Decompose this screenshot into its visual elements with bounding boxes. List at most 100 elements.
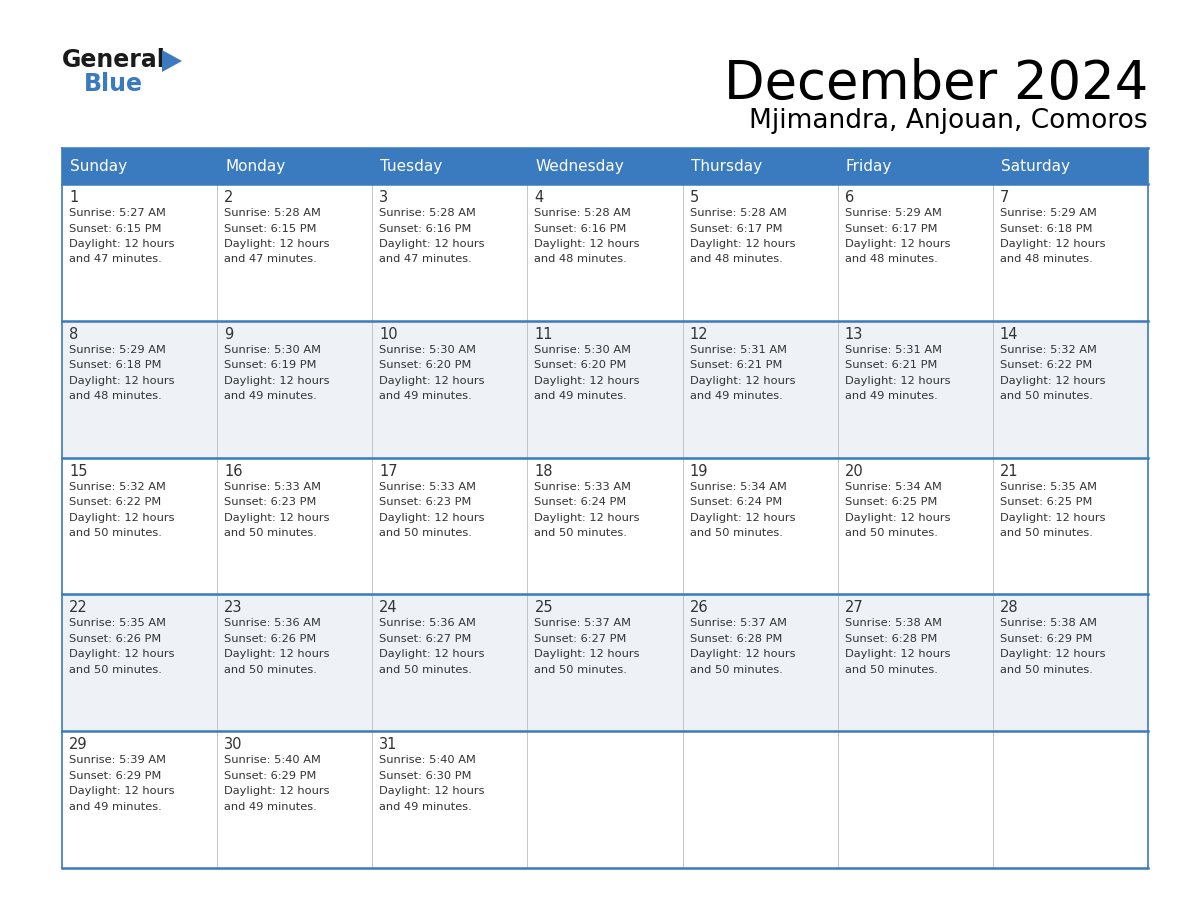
Text: and 50 minutes.: and 50 minutes. — [225, 665, 317, 675]
Text: Sunset: 6:18 PM: Sunset: 6:18 PM — [1000, 223, 1092, 233]
Text: Sunrise: 5:40 AM: Sunrise: 5:40 AM — [379, 756, 476, 766]
Bar — [62, 320, 1148, 457]
Text: and 48 minutes.: and 48 minutes. — [689, 254, 783, 264]
Text: Daylight: 12 hours: Daylight: 12 hours — [689, 239, 795, 249]
Text: and 49 minutes.: and 49 minutes. — [225, 391, 317, 401]
Text: and 50 minutes.: and 50 minutes. — [1000, 665, 1093, 675]
Text: Sunrise: 5:38 AM: Sunrise: 5:38 AM — [1000, 619, 1097, 629]
Text: Wednesday: Wednesday — [536, 159, 624, 174]
Text: 4: 4 — [535, 190, 544, 205]
Text: Sunrise: 5:27 AM: Sunrise: 5:27 AM — [69, 208, 166, 218]
Text: Saturday: Saturday — [1000, 159, 1070, 174]
Text: Daylight: 12 hours: Daylight: 12 hours — [1000, 649, 1105, 659]
Text: Sunrise: 5:34 AM: Sunrise: 5:34 AM — [689, 482, 786, 492]
Text: Sunrise: 5:37 AM: Sunrise: 5:37 AM — [689, 619, 786, 629]
Text: and 50 minutes.: and 50 minutes. — [535, 528, 627, 538]
Text: Daylight: 12 hours: Daylight: 12 hours — [379, 239, 485, 249]
Text: Sunday: Sunday — [70, 159, 127, 174]
Text: 19: 19 — [689, 464, 708, 478]
Text: and 50 minutes.: and 50 minutes. — [379, 665, 472, 675]
Text: Daylight: 12 hours: Daylight: 12 hours — [69, 375, 175, 386]
Text: Daylight: 12 hours: Daylight: 12 hours — [379, 375, 485, 386]
Text: Daylight: 12 hours: Daylight: 12 hours — [845, 649, 950, 659]
Text: and 50 minutes.: and 50 minutes. — [69, 665, 162, 675]
Text: 8: 8 — [69, 327, 78, 341]
Text: Sunset: 6:20 PM: Sunset: 6:20 PM — [379, 360, 472, 370]
Text: Sunset: 6:23 PM: Sunset: 6:23 PM — [225, 498, 316, 507]
Text: Monday: Monday — [226, 159, 285, 174]
Bar — [62, 184, 1148, 320]
Text: 29: 29 — [69, 737, 88, 752]
Text: Sunrise: 5:33 AM: Sunrise: 5:33 AM — [535, 482, 632, 492]
Text: and 47 minutes.: and 47 minutes. — [379, 254, 472, 264]
Bar — [527, 148, 683, 184]
Text: 21: 21 — [1000, 464, 1018, 478]
Text: Sunset: 6:28 PM: Sunset: 6:28 PM — [845, 634, 937, 644]
Text: Sunset: 6:30 PM: Sunset: 6:30 PM — [379, 771, 472, 780]
Text: and 49 minutes.: and 49 minutes. — [225, 801, 317, 812]
Text: 16: 16 — [225, 464, 242, 478]
Text: Sunrise: 5:30 AM: Sunrise: 5:30 AM — [535, 345, 632, 354]
Text: and 49 minutes.: and 49 minutes. — [69, 801, 162, 812]
Text: 3: 3 — [379, 190, 388, 205]
Bar — [217, 148, 372, 184]
Text: Sunrise: 5:35 AM: Sunrise: 5:35 AM — [1000, 482, 1097, 492]
Text: and 50 minutes.: and 50 minutes. — [689, 528, 783, 538]
Text: 17: 17 — [379, 464, 398, 478]
Text: and 50 minutes.: and 50 minutes. — [535, 665, 627, 675]
Text: Daylight: 12 hours: Daylight: 12 hours — [1000, 239, 1105, 249]
Text: Sunset: 6:24 PM: Sunset: 6:24 PM — [689, 498, 782, 507]
Text: 12: 12 — [689, 327, 708, 341]
Text: Daylight: 12 hours: Daylight: 12 hours — [69, 512, 175, 522]
Text: Sunrise: 5:32 AM: Sunrise: 5:32 AM — [69, 482, 166, 492]
Text: and 50 minutes.: and 50 minutes. — [379, 528, 472, 538]
Bar — [683, 148, 838, 184]
Text: 11: 11 — [535, 327, 552, 341]
Text: 26: 26 — [689, 600, 708, 615]
Text: and 48 minutes.: and 48 minutes. — [845, 254, 937, 264]
Text: and 50 minutes.: and 50 minutes. — [225, 528, 317, 538]
Text: Friday: Friday — [846, 159, 892, 174]
Text: 15: 15 — [69, 464, 88, 478]
Text: 6: 6 — [845, 190, 854, 205]
Text: Sunset: 6:29 PM: Sunset: 6:29 PM — [69, 771, 162, 780]
Text: Tuesday: Tuesday — [380, 159, 443, 174]
Text: Sunset: 6:16 PM: Sunset: 6:16 PM — [379, 223, 472, 233]
Text: Sunrise: 5:36 AM: Sunrise: 5:36 AM — [379, 619, 476, 629]
Text: Sunset: 6:21 PM: Sunset: 6:21 PM — [689, 360, 782, 370]
Text: General: General — [62, 48, 166, 72]
Text: Sunrise: 5:28 AM: Sunrise: 5:28 AM — [379, 208, 476, 218]
Bar — [838, 148, 993, 184]
Text: and 49 minutes.: and 49 minutes. — [535, 391, 627, 401]
Text: Sunset: 6:26 PM: Sunset: 6:26 PM — [69, 634, 162, 644]
Text: 27: 27 — [845, 600, 864, 615]
Text: Sunrise: 5:34 AM: Sunrise: 5:34 AM — [845, 482, 942, 492]
Text: Daylight: 12 hours: Daylight: 12 hours — [225, 512, 329, 522]
Text: Sunset: 6:29 PM: Sunset: 6:29 PM — [1000, 634, 1092, 644]
Text: Sunset: 6:15 PM: Sunset: 6:15 PM — [69, 223, 162, 233]
Text: Daylight: 12 hours: Daylight: 12 hours — [689, 649, 795, 659]
Text: Sunrise: 5:28 AM: Sunrise: 5:28 AM — [535, 208, 631, 218]
Text: Sunrise: 5:28 AM: Sunrise: 5:28 AM — [225, 208, 321, 218]
Text: Sunset: 6:28 PM: Sunset: 6:28 PM — [689, 634, 782, 644]
Text: 20: 20 — [845, 464, 864, 478]
Text: Sunset: 6:29 PM: Sunset: 6:29 PM — [225, 771, 316, 780]
Text: Sunrise: 5:32 AM: Sunrise: 5:32 AM — [1000, 345, 1097, 354]
Text: Sunrise: 5:29 AM: Sunrise: 5:29 AM — [69, 345, 166, 354]
Text: Sunset: 6:21 PM: Sunset: 6:21 PM — [845, 360, 937, 370]
Text: Daylight: 12 hours: Daylight: 12 hours — [225, 239, 329, 249]
Text: Sunrise: 5:28 AM: Sunrise: 5:28 AM — [689, 208, 786, 218]
Text: Sunset: 6:19 PM: Sunset: 6:19 PM — [225, 360, 317, 370]
Text: and 50 minutes.: and 50 minutes. — [1000, 391, 1093, 401]
Polygon shape — [162, 50, 182, 72]
Text: and 49 minutes.: and 49 minutes. — [379, 391, 472, 401]
Text: Sunrise: 5:29 AM: Sunrise: 5:29 AM — [845, 208, 942, 218]
Text: Sunrise: 5:36 AM: Sunrise: 5:36 AM — [225, 619, 321, 629]
Text: Daylight: 12 hours: Daylight: 12 hours — [1000, 375, 1105, 386]
Text: Daylight: 12 hours: Daylight: 12 hours — [845, 512, 950, 522]
Text: 18: 18 — [535, 464, 552, 478]
Text: and 48 minutes.: and 48 minutes. — [69, 391, 162, 401]
Text: Daylight: 12 hours: Daylight: 12 hours — [69, 786, 175, 796]
Text: and 50 minutes.: and 50 minutes. — [69, 528, 162, 538]
Text: Sunrise: 5:30 AM: Sunrise: 5:30 AM — [379, 345, 476, 354]
